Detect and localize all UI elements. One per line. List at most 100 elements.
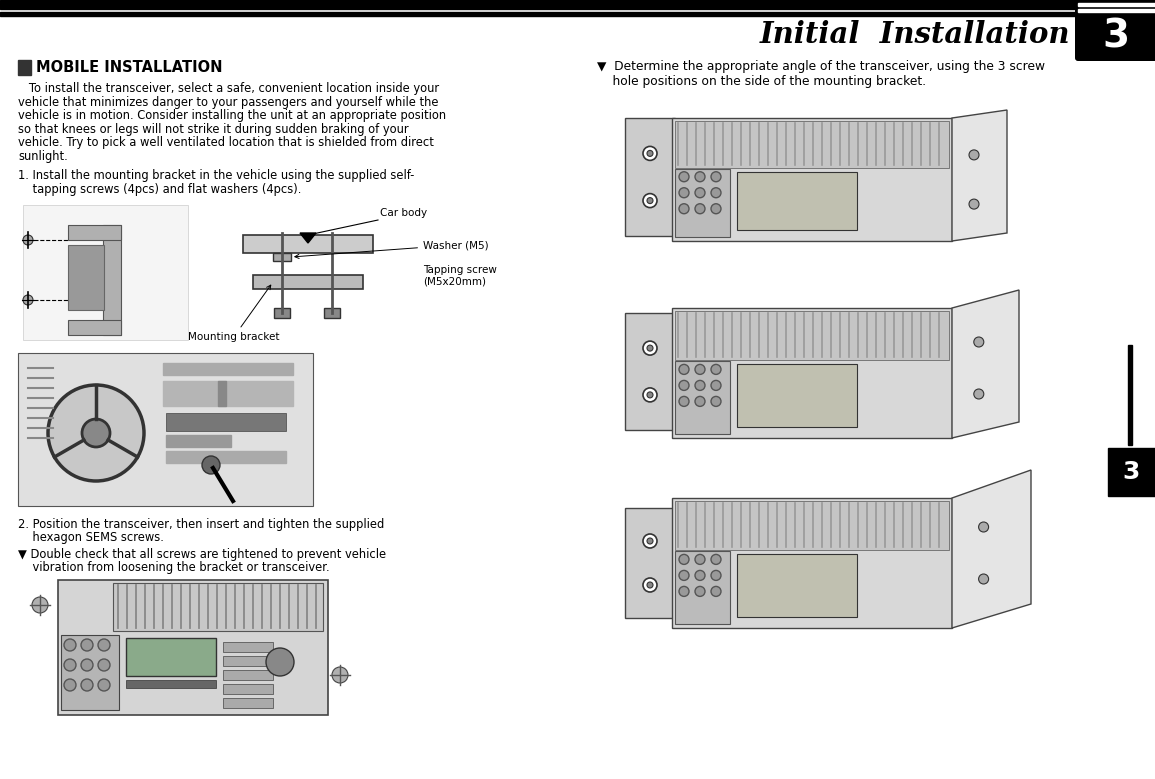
Circle shape	[679, 365, 690, 375]
Circle shape	[82, 419, 110, 447]
Bar	[675, 311, 949, 361]
Bar	[223, 698, 273, 708]
Bar	[0, 12, 1155, 16]
Circle shape	[98, 659, 110, 671]
Text: Tapping screw: Tapping screw	[423, 265, 497, 275]
Bar	[163, 381, 293, 406]
Bar	[0, 0, 1155, 9]
Bar	[274, 308, 290, 318]
Bar	[166, 451, 286, 463]
Circle shape	[974, 389, 984, 399]
Bar	[126, 638, 216, 676]
Circle shape	[695, 570, 705, 580]
Circle shape	[643, 578, 657, 592]
Circle shape	[202, 456, 219, 474]
Text: Mounting bracket: Mounting bracket	[188, 285, 280, 342]
Circle shape	[49, 385, 144, 481]
Circle shape	[711, 587, 721, 597]
Text: Washer (M5): Washer (M5)	[295, 240, 489, 259]
Text: Initial  Installation: Initial Installation	[760, 19, 1070, 48]
Circle shape	[711, 365, 721, 375]
Circle shape	[711, 188, 721, 198]
Circle shape	[98, 639, 110, 651]
FancyBboxPatch shape	[1075, 0, 1155, 61]
Bar	[737, 171, 857, 230]
Circle shape	[679, 380, 690, 390]
Circle shape	[711, 555, 721, 565]
Circle shape	[81, 639, 94, 651]
Circle shape	[643, 194, 657, 207]
Circle shape	[23, 235, 33, 245]
Bar	[1078, 3, 1155, 6]
Circle shape	[974, 337, 984, 347]
Bar	[18, 60, 31, 75]
Bar	[675, 501, 949, 551]
Bar	[68, 320, 121, 335]
Circle shape	[647, 538, 653, 544]
Bar	[625, 508, 675, 618]
Circle shape	[695, 555, 705, 565]
Text: 2. Position the transceiver, then insert and tighten the supplied: 2. Position the transceiver, then insert…	[18, 518, 385, 531]
Bar	[672, 498, 952, 628]
Polygon shape	[952, 290, 1019, 438]
Bar	[223, 670, 273, 680]
Circle shape	[32, 597, 49, 613]
Bar	[243, 235, 373, 253]
Circle shape	[978, 522, 989, 532]
Text: 3: 3	[1102, 17, 1130, 55]
Bar	[166, 435, 231, 447]
Polygon shape	[952, 470, 1031, 628]
Text: vehicle is in motion. Consider installing the unit at an appropriate position: vehicle is in motion. Consider installin…	[18, 109, 446, 122]
Bar	[325, 308, 340, 318]
Circle shape	[969, 150, 979, 160]
Circle shape	[695, 397, 705, 407]
Circle shape	[64, 639, 76, 651]
Polygon shape	[952, 110, 1007, 241]
Circle shape	[679, 397, 690, 407]
Bar	[113, 583, 323, 631]
Text: hexagon SEMS screws.: hexagon SEMS screws.	[18, 531, 164, 545]
Circle shape	[969, 199, 979, 209]
Circle shape	[679, 188, 690, 198]
Text: vibration from loosening the bracket or transceiver.: vibration from loosening the bracket or …	[18, 562, 329, 574]
Circle shape	[711, 570, 721, 580]
Bar	[625, 118, 675, 236]
Circle shape	[711, 171, 721, 182]
Text: sunlight.: sunlight.	[18, 150, 68, 163]
Text: vehicle. Try to pick a well ventilated location that is shielded from direct: vehicle. Try to pick a well ventilated l…	[18, 136, 434, 149]
Circle shape	[647, 198, 653, 203]
Text: so that knees or legs will not strike it during sudden braking of your: so that knees or legs will not strike it…	[18, 122, 409, 136]
Circle shape	[647, 582, 653, 588]
Text: tapping screws (4pcs) and flat washers (4pcs).: tapping screws (4pcs) and flat washers (…	[18, 182, 301, 196]
Circle shape	[64, 659, 76, 671]
Bar	[1078, 9, 1155, 12]
Circle shape	[23, 295, 33, 305]
Circle shape	[711, 380, 721, 390]
Bar	[103, 225, 121, 335]
Bar	[672, 118, 952, 241]
Circle shape	[64, 679, 76, 691]
Circle shape	[647, 345, 653, 351]
Circle shape	[643, 341, 657, 355]
Text: ▼  Determine the appropriate angle of the transceiver, using the 3 screw: ▼ Determine the appropriate angle of the…	[597, 60, 1045, 73]
Bar	[223, 684, 273, 694]
Circle shape	[679, 587, 690, 597]
Circle shape	[643, 534, 657, 548]
Bar	[675, 552, 730, 624]
Bar	[1128, 345, 1132, 445]
Circle shape	[331, 667, 348, 683]
Bar	[675, 121, 949, 167]
Text: Car body: Car body	[380, 208, 427, 218]
Text: (M5x20mm): (M5x20mm)	[423, 276, 486, 286]
Text: hole positions on the side of the mounting bracket.: hole positions on the side of the mounti…	[597, 75, 926, 88]
Bar	[625, 313, 675, 430]
Text: 1. Install the mounting bracket in the vehicle using the supplied self-: 1. Install the mounting bracket in the v…	[18, 169, 415, 182]
Circle shape	[695, 204, 705, 213]
Bar	[61, 635, 119, 710]
Circle shape	[711, 204, 721, 213]
Circle shape	[81, 679, 94, 691]
Bar	[68, 225, 121, 240]
Text: To install the transceiver, select a safe, convenient location inside your: To install the transceiver, select a saf…	[18, 82, 439, 95]
Bar	[737, 555, 857, 617]
Circle shape	[695, 380, 705, 390]
